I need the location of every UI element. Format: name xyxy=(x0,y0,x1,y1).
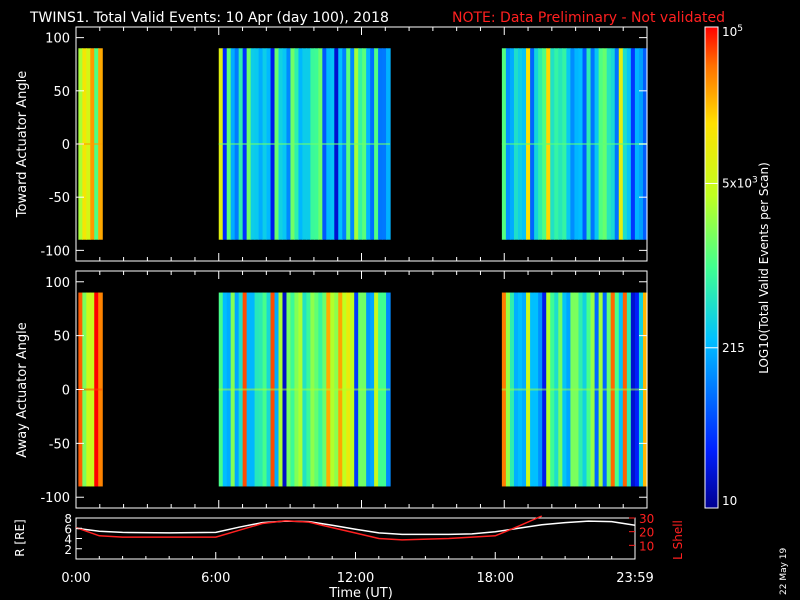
y-tick-label: -50 xyxy=(49,191,70,206)
x-axis-label: Time (UT) xyxy=(328,586,393,600)
x-tick-label: 0:00 xyxy=(61,571,90,586)
toward-zero-streak xyxy=(219,143,390,145)
lshell-tick-label: 30 xyxy=(639,512,654,526)
lshell-tick-label: 10 xyxy=(639,539,654,553)
y-tick-label: 0 xyxy=(62,138,70,153)
colorbar-tick-label: 215 xyxy=(722,341,745,355)
preliminary-note: NOTE: Data Preliminary - Not validated xyxy=(452,10,725,26)
colorbar-label: LOG10(Total Valid Events per Scan) xyxy=(757,162,771,374)
colorbar-tick-label: 10 xyxy=(722,494,737,508)
y-tick-label: 100 xyxy=(45,32,70,47)
y-tick-label: 50 xyxy=(53,85,70,100)
x-tick-label: 12:00 xyxy=(337,571,374,586)
away-zero-streak xyxy=(502,389,647,391)
y-tick-label: 0 xyxy=(62,384,70,399)
away-y-axis-label: Away Actuator Angle xyxy=(15,322,30,457)
away-zero-streak xyxy=(219,389,390,391)
x-tick-label: 18:00 xyxy=(477,571,514,586)
toward-zero-streak xyxy=(502,143,647,145)
y-tick-label: 100 xyxy=(45,276,70,291)
colorbar-gradient xyxy=(705,27,718,508)
y-tick-label: 50 xyxy=(53,330,70,345)
y-tick-label: -100 xyxy=(40,491,70,506)
y-tick-label: -50 xyxy=(49,437,70,452)
lshell-tick-label: 20 xyxy=(639,526,654,540)
date-stamp: 22 May 19 xyxy=(779,547,789,595)
r-axis-label: R [RE] xyxy=(13,519,27,556)
lshell-axis-label: L Shell xyxy=(671,520,685,560)
r-tick-label: 8 xyxy=(64,512,72,526)
toward-y-axis-label: Toward Actuator Angle xyxy=(15,71,30,218)
x-tick-label: 6:00 xyxy=(201,571,230,586)
chart-title: TWINS1. Total Valid Events: 10 Apr (day … xyxy=(29,10,389,26)
y-tick-label: -100 xyxy=(40,244,70,259)
x-tick-label: 23:59 xyxy=(616,571,653,586)
